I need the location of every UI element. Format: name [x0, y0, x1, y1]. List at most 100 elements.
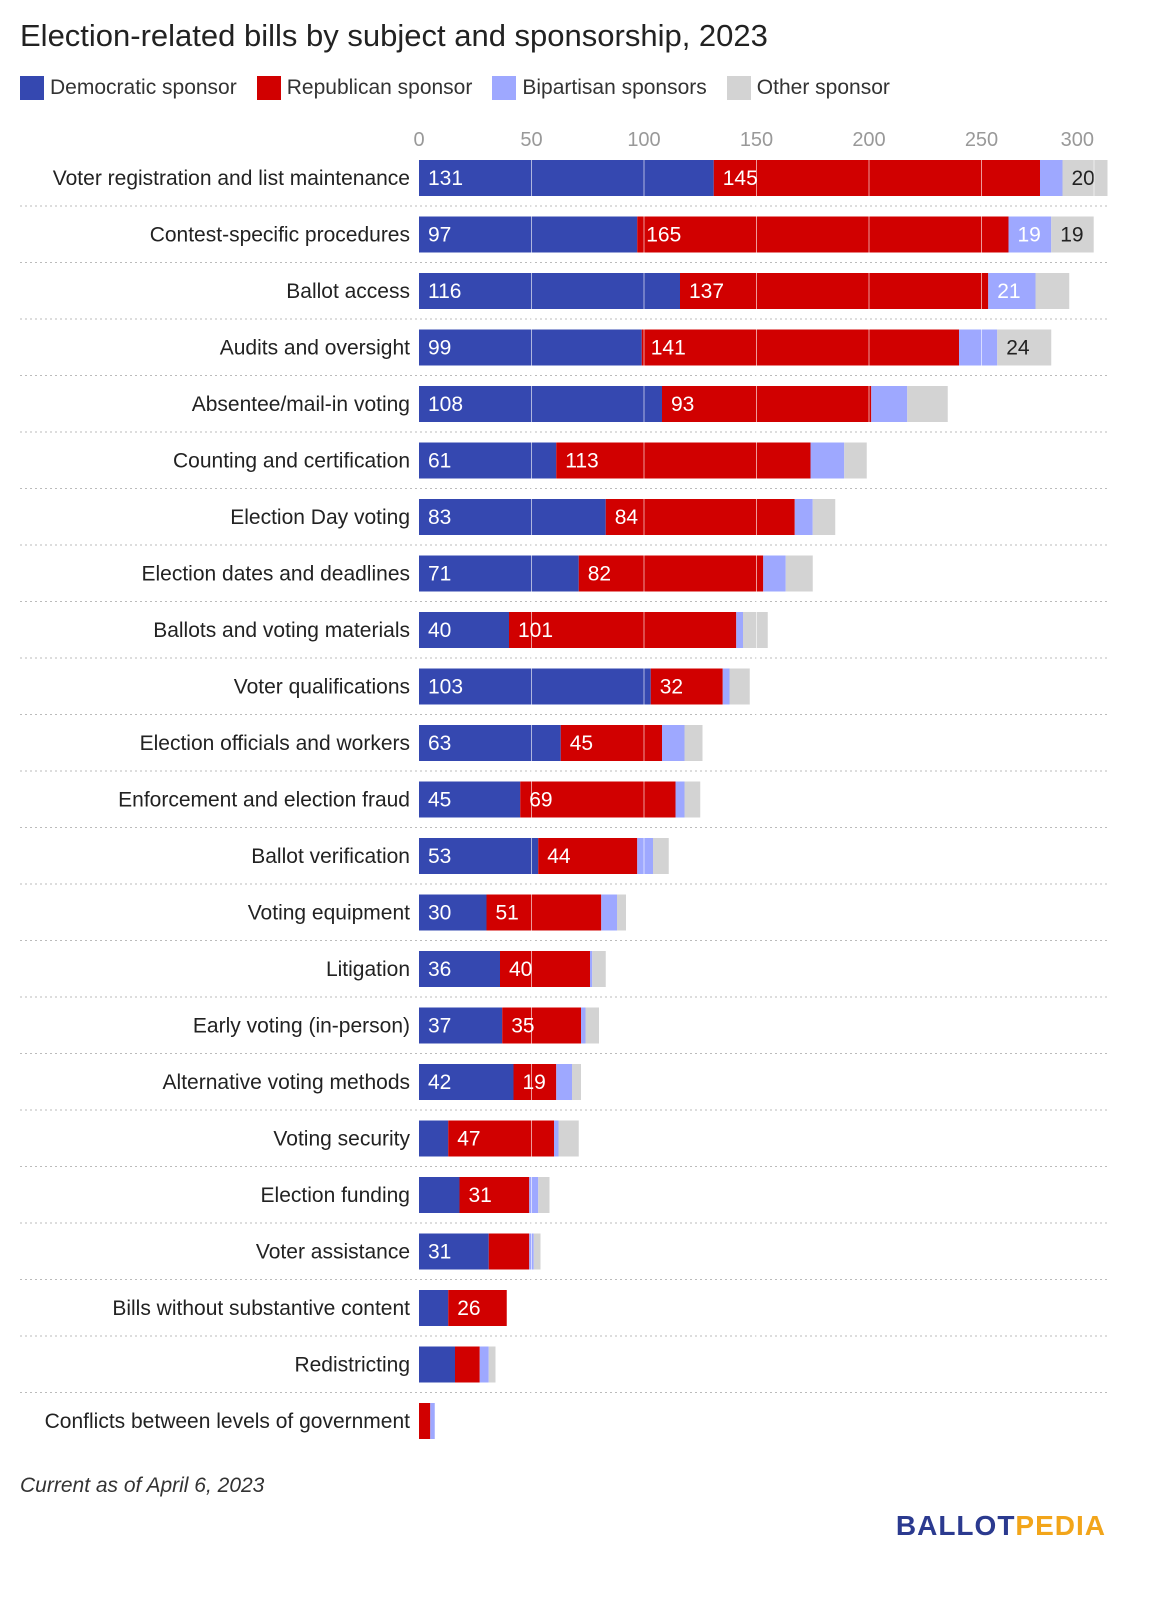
bar-segment	[585, 1007, 599, 1044]
data-label: 30	[428, 902, 451, 925]
category-label: Voter assistance	[256, 1241, 410, 1264]
bar-segment	[419, 951, 500, 987]
bar-segment	[722, 668, 730, 705]
bar-segment	[1040, 160, 1063, 196]
category-label: Ballot verification	[251, 845, 410, 868]
data-label: 35	[511, 1015, 534, 1038]
data-label: 84	[615, 506, 639, 529]
bar-segment	[419, 781, 521, 818]
data-label: 31	[469, 1184, 492, 1207]
bar-segment	[997, 329, 1052, 366]
bar-segment	[419, 1064, 514, 1100]
bar-segment	[554, 1120, 559, 1157]
data-label: 44	[547, 845, 571, 868]
data-label: 83	[428, 506, 451, 529]
data-label: 145	[723, 167, 758, 190]
bar-segment	[419, 1177, 460, 1213]
bar-segment	[653, 838, 669, 874]
data-label: 69	[529, 789, 552, 812]
legend-swatch	[20, 76, 44, 100]
data-label: 97	[428, 224, 451, 247]
bar-segment	[844, 442, 867, 479]
data-label: 37	[428, 1015, 451, 1038]
x-tick-label: 250	[965, 129, 998, 151]
bar-chart: 0 50 100 150 200 250 300 Voter registration and…	[20, 129, 1108, 1450]
category-label: Absentee/mail-in voting	[192, 393, 410, 416]
bar-segment	[486, 894, 602, 931]
bar-segment	[488, 1346, 496, 1383]
data-label: 47	[457, 1128, 480, 1151]
bar-segment	[419, 273, 680, 309]
x-tick-label: 200	[852, 129, 885, 151]
bar-segment	[455, 1346, 480, 1383]
category-label: Alternative voting methods	[163, 1071, 410, 1094]
data-label: 36	[428, 958, 451, 981]
bar-segment	[419, 1346, 455, 1383]
bar-segment	[662, 386, 872, 422]
x-tick-label: 50	[520, 129, 542, 151]
data-label: 26	[457, 1297, 480, 1320]
bar-segment	[713, 160, 1040, 196]
bar-segment	[538, 1177, 550, 1213]
bar-segment	[1008, 216, 1052, 253]
data-label: 141	[651, 337, 686, 360]
data-label: 20	[1072, 167, 1095, 190]
chart-title: Election-related bills by subject and sp…	[20, 18, 768, 53]
bar-segment	[560, 725, 662, 761]
bar-segment	[617, 894, 626, 931]
data-label: 63	[428, 732, 451, 755]
bar-segment	[520, 781, 676, 818]
data-label: 108	[428, 393, 463, 416]
legend-swatch	[256, 76, 281, 100]
data-label: 116	[428, 280, 461, 303]
category-label: Contest-specific procedures	[150, 224, 410, 247]
data-label: 113	[565, 450, 598, 473]
bar-segment	[641, 329, 959, 366]
bar-segment	[419, 838, 539, 874]
data-label: 165	[646, 224, 681, 247]
bar-segment	[637, 838, 653, 874]
bar-segment	[572, 1064, 581, 1100]
data-label: 42	[428, 1071, 451, 1094]
legend-item: Republican sponsor	[256, 76, 472, 100]
data-label: 45	[428, 789, 451, 812]
logo-part2: PEDIA	[1015, 1510, 1106, 1541]
bar-segment	[736, 612, 743, 648]
data-label: 53	[428, 845, 451, 868]
bar-segment	[513, 1064, 557, 1100]
data-label: 103	[428, 676, 463, 699]
bar-segment	[500, 951, 590, 987]
x-tick-label: 0	[413, 129, 424, 151]
bar-segment	[529, 1177, 539, 1213]
legend-item: Bipartisan sponsors	[492, 76, 707, 100]
bar-segment	[558, 1120, 579, 1157]
bar-segment	[650, 668, 723, 705]
bar-segment	[419, 216, 638, 253]
data-label: 131	[428, 167, 463, 190]
data-label: 19	[1060, 224, 1083, 247]
bar-segment	[684, 725, 703, 761]
legend-label: Bipartisan sponsors	[522, 76, 707, 99]
category-label: Voting equipment	[248, 902, 410, 925]
bar-segment	[419, 442, 557, 479]
bar-segment	[448, 1290, 507, 1326]
bar-segment	[419, 1120, 449, 1157]
data-label: 21	[997, 280, 1020, 303]
bar-segment	[662, 725, 685, 761]
bar-segment	[1035, 273, 1070, 309]
bar-segment	[556, 442, 811, 479]
bar-segment	[419, 1290, 449, 1326]
category-label: Ballot access	[286, 280, 410, 303]
data-label: 24	[1006, 337, 1030, 360]
bar-segment	[729, 668, 750, 705]
category-label: Voter registration and list maintenance	[53, 167, 410, 190]
bar-segment	[419, 1007, 503, 1044]
bar-segment	[794, 499, 813, 535]
x-tick-label: 150	[740, 129, 773, 151]
bar-segment	[459, 1177, 530, 1213]
footnote: Current as of April 6, 2023	[20, 1474, 265, 1497]
data-label: 93	[671, 393, 694, 416]
data-label: 71	[428, 563, 451, 586]
bar-segment	[419, 1403, 431, 1439]
